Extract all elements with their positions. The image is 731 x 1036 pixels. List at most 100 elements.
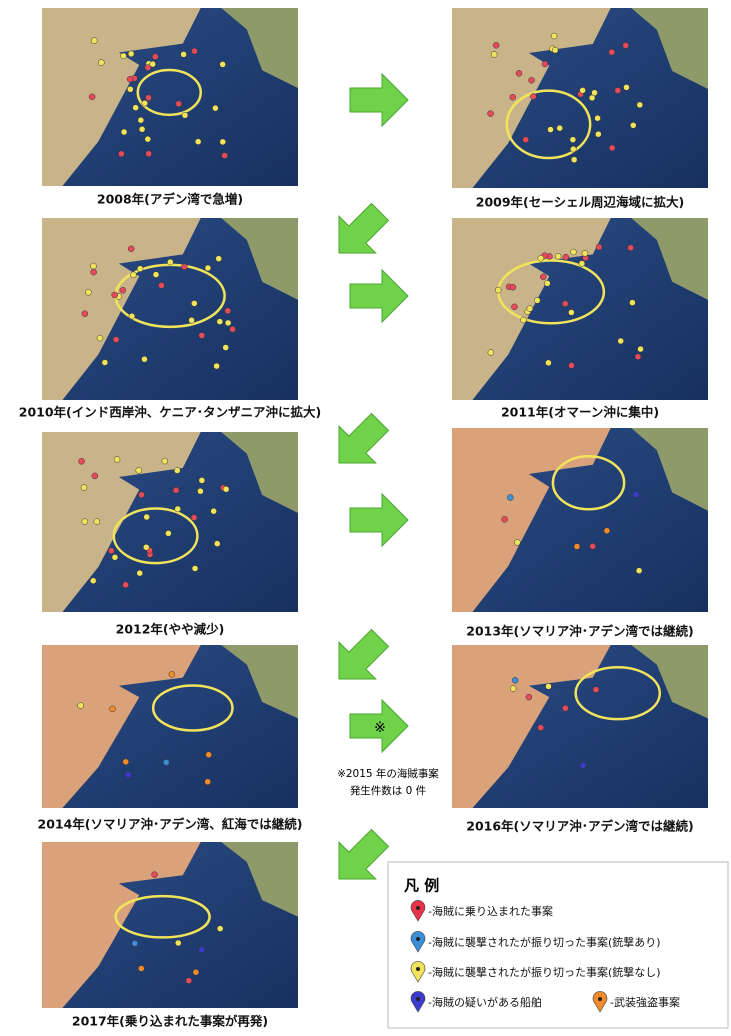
map-pin	[537, 255, 545, 262]
map-pin	[222, 485, 230, 493]
panel-caption: 2011年(オマーン沖に集中)	[501, 405, 659, 420]
map-pin	[165, 530, 172, 537]
map-pin	[622, 42, 629, 49]
map-pin	[188, 316, 195, 324]
map-pin	[562, 253, 570, 261]
map-pin	[544, 280, 551, 287]
map-pin	[608, 48, 616, 56]
map-pin	[127, 86, 134, 93]
map-pin	[507, 494, 514, 501]
map-pin	[632, 491, 640, 498]
map-pin	[144, 135, 152, 143]
map-pin	[191, 565, 199, 572]
map-pin	[93, 518, 101, 525]
map-panel: 2013年(ソマリア沖･アデン湾では継続)	[452, 428, 708, 639]
map-pin	[108, 547, 115, 554]
map-pin	[569, 136, 577, 143]
legend-label: -海賊に襲撃されたが振り切った事案(銃撃あり)	[428, 935, 661, 949]
map-pin	[573, 543, 581, 550]
map-pin	[192, 968, 200, 976]
arrow-right	[349, 493, 409, 547]
map-pin	[509, 283, 517, 291]
map-pin	[210, 507, 217, 515]
panel-caption: 2014年(ソマリア沖･アデン湾、紅海では継続)	[38, 817, 303, 832]
map-pin	[198, 332, 206, 339]
map-pin	[136, 569, 143, 577]
map-panel: 2011年(オマーン沖に集中)	[452, 218, 708, 420]
map-pin	[213, 540, 221, 547]
map-land	[42, 842, 201, 1008]
map-pin	[623, 84, 630, 91]
map-pin	[111, 554, 119, 561]
map-pin	[547, 126, 554, 133]
panel-caption: 2016年(ソマリア沖･アデン湾では継続)	[466, 819, 693, 834]
legend-pin	[592, 991, 608, 1013]
legend-pin	[410, 991, 426, 1013]
arrow-down-left	[320, 403, 399, 482]
map-pin	[137, 116, 145, 124]
map-pin	[89, 577, 97, 584]
map-pin	[144, 64, 152, 71]
highlight	[505, 89, 592, 160]
map-pin	[125, 771, 132, 778]
map-pin	[197, 487, 204, 495]
map-pin	[221, 152, 228, 159]
map-pin	[530, 93, 537, 100]
map-pin	[592, 686, 600, 693]
map-pin	[81, 310, 89, 317]
map-pin	[127, 50, 135, 58]
legend-pin-dot	[598, 997, 602, 1001]
map-panel: 2017年(乗り込まれた事案が再発)	[42, 842, 298, 1029]
map-land	[631, 8, 708, 89]
map-pin	[595, 243, 603, 251]
map-pin	[522, 136, 529, 143]
map-pin	[568, 362, 575, 369]
map-pin	[212, 104, 219, 112]
map-pin	[556, 124, 563, 132]
map-pin	[540, 273, 547, 281]
map-pin	[198, 477, 206, 484]
map-pin	[127, 245, 135, 253]
map-pin	[101, 359, 109, 366]
map-pin	[514, 539, 521, 546]
map-pin	[562, 704, 569, 712]
map-pin	[120, 52, 127, 60]
map-pin	[98, 59, 105, 66]
map-pin	[118, 150, 125, 158]
map-pin	[589, 543, 596, 550]
map-pin	[128, 312, 136, 320]
map-pin	[175, 100, 182, 108]
map-pin	[534, 297, 541, 304]
map-pin	[554, 253, 562, 260]
map-panel: 2016年(ソマリア沖･アデン湾では継続)	[452, 645, 708, 834]
map-pin	[88, 93, 96, 101]
legend-title: 凡 例	[404, 877, 439, 895]
map-pin	[145, 150, 152, 158]
map-pin	[185, 977, 193, 984]
map-pin	[215, 255, 222, 262]
map-pin	[222, 344, 229, 351]
map-pin	[629, 299, 636, 306]
map-pin	[122, 758, 130, 766]
map-pin	[91, 472, 99, 480]
highlight	[574, 666, 662, 721]
panel-caption: 2009年(セーシェル周辺海域に拡大)	[476, 195, 684, 210]
map-pin	[219, 61, 226, 68]
map-pin	[492, 42, 500, 49]
legend-pin	[410, 961, 426, 983]
map-pin	[145, 94, 152, 102]
map-land	[452, 428, 611, 612]
map-pin	[213, 362, 220, 370]
map-pin	[636, 101, 644, 109]
map-pin	[174, 939, 182, 947]
map-pin	[132, 104, 139, 111]
legend: 凡 例 -海賊に乗り込まれた事案 -海賊に襲撃されたが振り切った事案(銃撃あり) -…	[387, 861, 729, 1029]
map-pin	[205, 751, 212, 758]
map-pin	[198, 946, 205, 954]
highlight	[151, 684, 234, 732]
map-pin	[627, 244, 634, 252]
map-pin	[181, 112, 189, 119]
map-panel: 2009年(セーシェル周辺海域に拡大)	[452, 8, 708, 210]
legend-label: -海賊に襲撃されたが振り切った事案(銃撃なし)	[428, 965, 661, 979]
map-pin	[180, 51, 187, 58]
